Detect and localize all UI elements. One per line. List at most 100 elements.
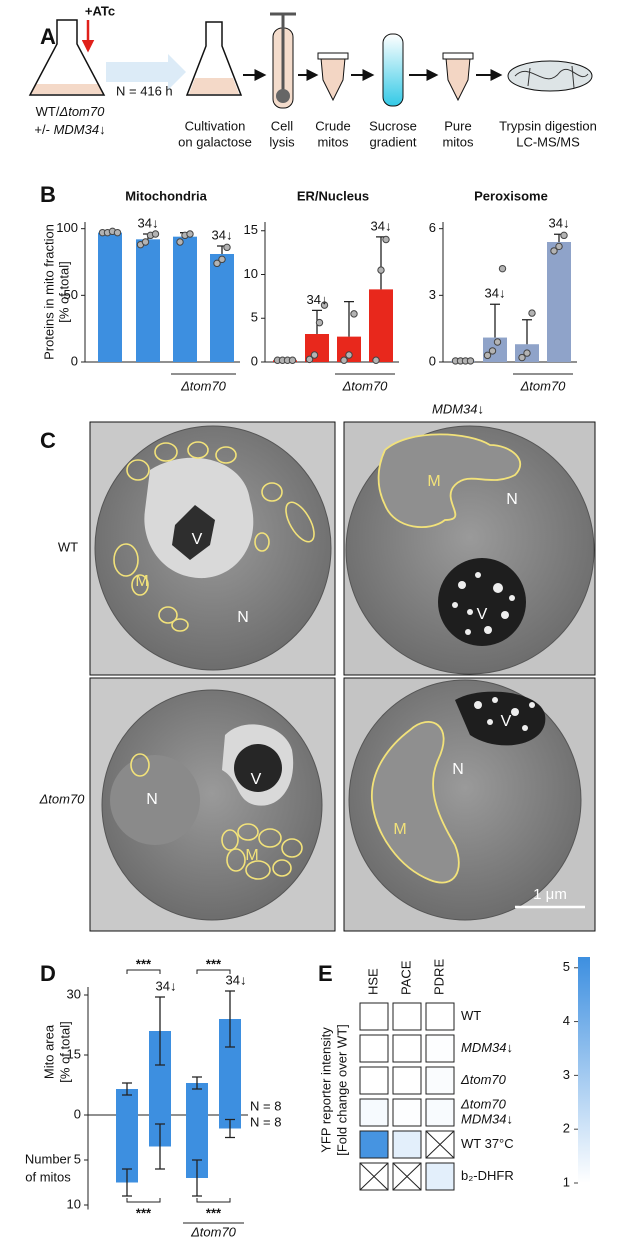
panel-label: A (40, 24, 56, 49)
data-point (372, 356, 380, 364)
heatmap-cell (392, 1098, 422, 1127)
significance-bracket (196, 969, 231, 974)
pestle (270, 12, 296, 92)
micrograph: V N M (89, 677, 336, 932)
group-label: Δtom70 (180, 378, 227, 393)
y-tick-label: 10 (244, 266, 258, 281)
y-axis-label: Mito area (41, 1024, 56, 1079)
colorbar-tick-label: 2 (563, 1121, 570, 1136)
chart-title: ER/Nucleus (297, 188, 369, 203)
data-point (320, 301, 329, 309)
duration: 16 h (147, 83, 172, 98)
data-point (340, 356, 348, 364)
error-bar (192, 1159, 202, 1197)
data-point (550, 247, 558, 255)
image-label: V (501, 713, 512, 730)
error-bar (192, 1076, 202, 1090)
row-label: b₂-DHFR (461, 1168, 514, 1183)
vacuole-body (234, 744, 282, 792)
heatmap-cell (392, 1034, 422, 1063)
strain: WT/Δtom70 (36, 104, 105, 119)
y-axis-label: YFP reporter intensity (318, 1027, 333, 1153)
step-label: mitos (317, 134, 349, 149)
y-tick-label: 50 (64, 287, 78, 302)
colorbar-tick-label: 1 (563, 1174, 570, 1189)
image-label: V (477, 606, 488, 623)
y-tick-label: 15 (244, 222, 258, 237)
y-tick-label: 30 (67, 986, 81, 1001)
significance-label: *** (206, 956, 222, 971)
bar (116, 1115, 138, 1183)
image-label: N (452, 761, 464, 778)
step-label: Sucrose (369, 118, 417, 133)
data-point (493, 338, 502, 346)
error-bar (225, 990, 235, 1048)
heatmap-cell (359, 1098, 389, 1127)
image-label: N (506, 491, 518, 508)
image-label: M (245, 847, 258, 864)
y-axis-label: Proteins in mito fraction (41, 224, 56, 360)
colorbar (578, 957, 590, 1183)
data-point (218, 255, 226, 264)
vacuole-granules (474, 697, 535, 731)
annotation: 34↓ (485, 286, 506, 301)
step-label: on galactose (178, 134, 252, 149)
significance-label: *** (206, 1205, 222, 1220)
error-bar (490, 303, 500, 338)
vacuole (438, 558, 526, 646)
culture-medium (189, 78, 239, 94)
cultivation-arrow (106, 54, 186, 90)
heatmap-cell (392, 1066, 422, 1095)
mass-spectrometer (507, 60, 593, 92)
step-label: Trypsin digestion (499, 118, 597, 133)
data-point (518, 353, 526, 362)
bar (149, 1031, 171, 1115)
culture-medium (31, 84, 103, 94)
row-label: WT (461, 1008, 481, 1023)
data-point (377, 266, 385, 274)
panel-label: C (40, 428, 56, 453)
bar (369, 289, 393, 362)
panel-label: B (40, 182, 56, 207)
error-bar (155, 1123, 165, 1170)
mito-outlines (130, 753, 303, 880)
annotation: 34↓ (212, 227, 233, 242)
data-point (113, 228, 122, 237)
pestle-head (276, 89, 290, 103)
heatmap-cell (359, 1130, 389, 1159)
row-label: Δtom70 (460, 1096, 507, 1111)
step-label: Cell (271, 118, 294, 133)
error-bar (522, 319, 532, 345)
colorbar-tick-label: 4 (563, 1013, 570, 1028)
error-bar (344, 300, 354, 337)
strain-part: WT/ (36, 104, 60, 119)
nucleus (110, 755, 200, 845)
step-label: Crude (315, 118, 350, 133)
micrograph: V M N (89, 421, 336, 676)
flask (185, 21, 243, 96)
annotation: 34↓ (156, 978, 177, 993)
heatmap-cell (425, 1098, 455, 1127)
significance-bracket (126, 969, 161, 974)
significance-bracket (196, 1198, 231, 1203)
colorbar-tick-label: 5 (563, 959, 570, 974)
data-point (560, 231, 568, 240)
image-label: N (146, 791, 158, 808)
significance-label: *** (136, 956, 152, 971)
chart-title: Mitochondria (125, 188, 207, 203)
row-label: WT 37°C (461, 1136, 514, 1151)
n-label: N = 8 (250, 1098, 281, 1113)
significance-bracket (126, 1198, 161, 1203)
replicates: N = 4 (116, 83, 147, 98)
chart-title: Peroxisome (474, 188, 548, 203)
group-label: Δtom70 (190, 1224, 237, 1239)
panel-label: D (40, 961, 56, 986)
bar (210, 254, 234, 362)
y-tick-label: 6 (429, 220, 436, 235)
y-tick-label: 5 (74, 1151, 81, 1166)
heatmap-cell (359, 1002, 389, 1031)
mito-outline (371, 721, 460, 884)
gradient-tube (382, 33, 404, 107)
y-tick-label: 5 (251, 310, 258, 325)
